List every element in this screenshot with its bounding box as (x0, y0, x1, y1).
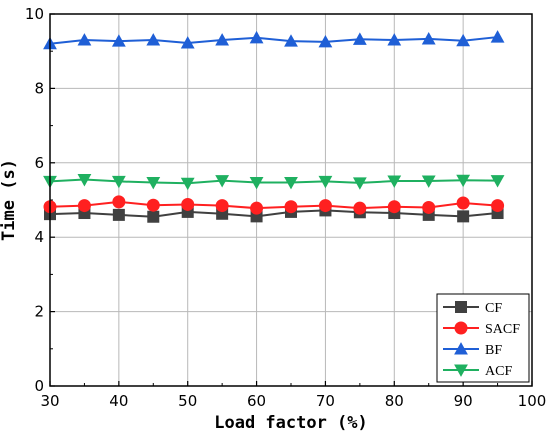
data-point-cf (457, 210, 470, 223)
data-point-acf (180, 177, 195, 191)
series-line-bf (49, 36, 498, 45)
data-point-bf (146, 33, 161, 46)
x-axis-title: Load factor (%) (214, 413, 368, 433)
data-point-acf (387, 175, 402, 188)
data-point-cf (147, 210, 160, 223)
data-point-sacf (284, 200, 298, 214)
x-tick-label: 70 (316, 392, 335, 410)
data-point-acf (284, 176, 298, 190)
y-tick-label: 2 (34, 303, 44, 321)
data-point-bf (421, 32, 436, 45)
x-tick-label: 60 (247, 392, 266, 410)
x-tick-label: 50 (178, 392, 197, 410)
data-point-sacf (112, 195, 126, 209)
x-tick-label: 80 (385, 392, 404, 410)
data-point-bf (77, 33, 92, 46)
data-point-bf (490, 30, 505, 43)
legend-label-cf: CF (485, 301, 502, 316)
y-axis-title: Time (s) (0, 159, 19, 241)
legend-marker-bf (454, 342, 468, 355)
x-tick-label: 40 (109, 392, 128, 410)
data-point-sacf (491, 199, 505, 213)
y-tick-label: 10 (25, 5, 44, 23)
axes: 30 40 50 60 70 80 90 100 0 2 4 6 8 10 (25, 5, 546, 410)
y-tick-label: 0 (34, 377, 44, 395)
x-tick-label: 100 (518, 392, 547, 410)
data-point-sacf (353, 201, 367, 215)
data-point-sacf (250, 201, 264, 215)
data-point-sacf (77, 199, 91, 213)
data-point-bf (284, 34, 298, 47)
data-point-bf (111, 34, 126, 47)
legend: CF SACF BF ACF (436, 293, 530, 383)
data-point-bf (456, 33, 471, 47)
data-point-acf (77, 174, 92, 187)
data-point-acf (215, 175, 230, 188)
legend-marker-sacf (454, 321, 468, 335)
data-point-sacf (456, 196, 470, 210)
series-line-acf (49, 178, 498, 185)
data-point-bf (249, 30, 264, 44)
x-tick-label: 30 (40, 392, 59, 410)
legend-box (436, 293, 530, 383)
data-point-bf (215, 33, 230, 46)
series-sacf (43, 195, 505, 215)
y-tick-label: 6 (34, 154, 44, 172)
data-point-acf (421, 175, 436, 188)
data-point-sacf (215, 199, 229, 213)
data-point-acf (146, 176, 161, 190)
data-point-sacf (181, 197, 195, 211)
y-tick-label: 4 (34, 228, 44, 246)
data-point-acf (490, 175, 505, 188)
data-point-acf (249, 176, 264, 190)
series-bf (43, 30, 505, 50)
legend-marker-acf (454, 364, 468, 377)
series-layer (43, 30, 505, 223)
data-point-sacf (387, 200, 401, 214)
legend-label-acf: ACF (485, 364, 512, 379)
x-tick-label: 90 (454, 392, 473, 410)
data-point-acf (352, 177, 367, 190)
data-point-sacf (422, 200, 436, 214)
legend-label-bf: BF (485, 343, 502, 358)
y-tick-label: 8 (34, 79, 44, 97)
data-point-cf (112, 208, 125, 221)
legend-marker-cf (455, 301, 467, 313)
series-acf (43, 174, 505, 191)
legend-label-sacf: SACF (485, 322, 520, 337)
data-point-acf (111, 175, 126, 189)
data-point-acf (456, 174, 471, 188)
data-point-sacf (146, 198, 160, 212)
data-point-bf (180, 36, 195, 49)
data-point-bf (352, 32, 367, 45)
data-point-cf (250, 210, 263, 223)
data-point-bf (318, 35, 333, 48)
data-point-sacf (318, 199, 332, 213)
data-point-acf (318, 175, 333, 189)
data-point-bf (387, 33, 402, 46)
